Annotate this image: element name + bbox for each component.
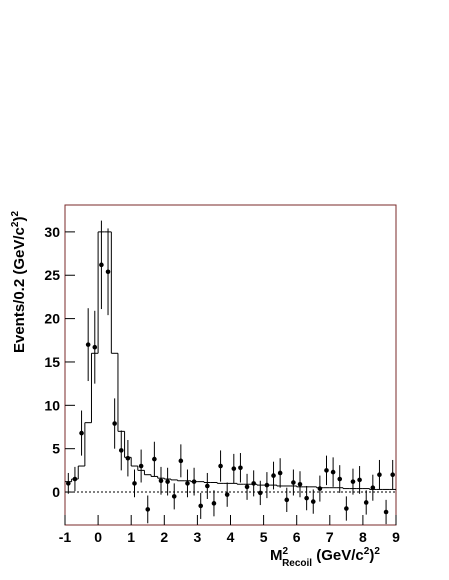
x-tick-label: 3 [194,529,202,545]
data-point [238,465,243,471]
label-part: Events/0.2 (GeV/c [11,227,28,353]
x-tick-label: 5 [260,529,268,545]
data-point [171,494,177,499]
label-part: M [270,547,283,564]
data-point [264,482,270,488]
x-tick-label: 6 [293,529,301,545]
y-tick-label: 0 [52,484,60,500]
data-point [85,342,91,347]
data-point [310,499,316,504]
data-point [257,490,263,496]
data-point [138,463,144,469]
y-tick-label: 25 [44,267,60,283]
data-point [244,484,250,490]
label-part: Recoil [282,558,312,569]
data-point [350,479,356,484]
x-tick-label: 0 [94,529,102,545]
y-axis-label: Events/0.2 (GeV/c2)2 [10,211,28,353]
data-point [72,476,78,482]
y-tick-label: 15 [44,354,60,370]
data-point [337,476,343,482]
data-point [344,506,349,511]
data-point [383,509,389,515]
data-point [92,344,98,350]
label-part: 2 [364,546,370,557]
data-point [145,507,151,512]
data-point [377,472,382,478]
data-point [198,503,204,509]
data-point [205,483,210,489]
data-point [231,466,237,471]
data-point [99,262,104,268]
y-tick-label: 20 [44,311,60,327]
data-point [185,481,190,486]
data-point [363,500,369,505]
data-point [165,479,170,484]
data-point [66,481,71,486]
label-part: ) [11,217,28,222]
data-point [125,455,131,461]
data-point [118,448,124,453]
x-tick-label: 7 [326,529,334,545]
data-point [218,463,223,469]
y-tick-label: 5 [52,441,60,457]
x-tick-label: 4 [227,529,235,545]
label-part: 2 [10,211,21,217]
label-part: 2 [283,546,289,557]
data-point [191,479,197,484]
data-point [284,497,290,503]
x-axis-label: M2 Recoil (GeV/c2)2 [270,546,380,569]
data-point [178,458,184,464]
label-part: ) [369,547,374,564]
data-point [152,456,157,462]
data-point [324,468,329,473]
x-tick-label: 2 [160,529,168,545]
data-point [277,470,283,476]
data-point [297,481,303,487]
y-tick-label: 10 [44,397,60,413]
data-point [317,486,323,491]
label-part: 2 [10,221,21,227]
data-point [370,485,376,491]
data-point [251,481,256,486]
data-point [211,501,217,506]
data-point [224,492,230,497]
data-point [158,478,164,484]
y-tick-label: 30 [44,224,60,240]
x-tick-label: 1 [127,529,135,545]
data-point [132,481,137,486]
data-point [330,469,336,475]
data-point [271,473,276,478]
label-part: 2 [374,546,380,557]
data-point [304,495,309,501]
data-point [390,472,395,478]
data-point [112,421,117,426]
data-point [79,430,84,436]
data-point [105,269,111,275]
plot-frame [64,204,397,526]
data-point [357,477,362,483]
data-point [291,480,296,485]
x-tick-label: 8 [359,529,367,545]
label-part: (GeV/c [312,547,364,564]
x-tick-label: 9 [392,529,400,545]
x-tick-label: -1 [59,529,72,545]
